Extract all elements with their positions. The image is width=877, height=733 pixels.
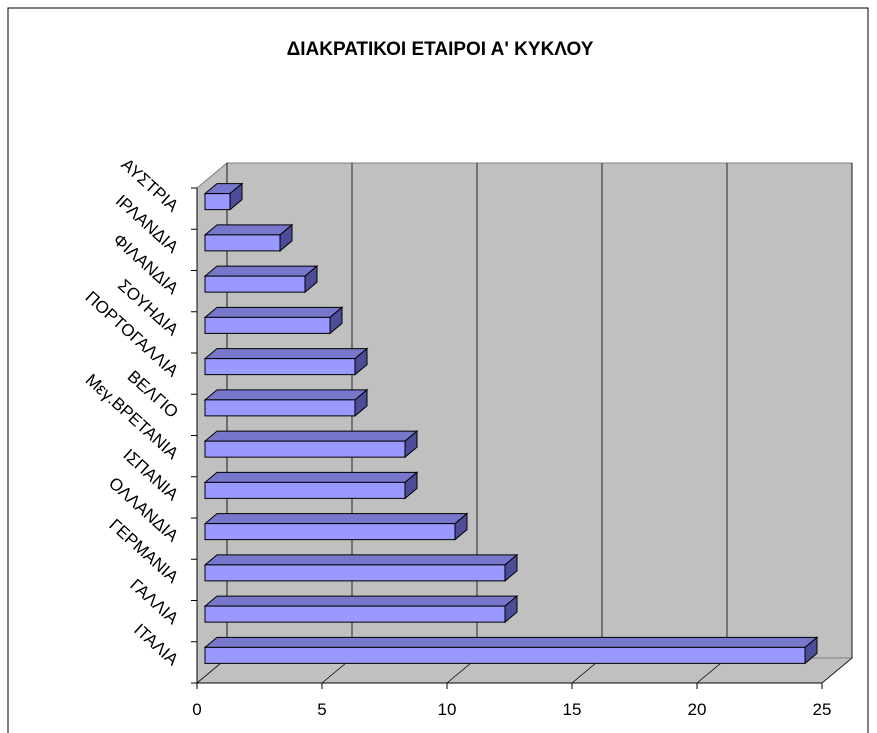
chart-title: ΔΙΑΚΡΑΤΙΚΟΙ ΕΤΑΙΡΟΙ Α' ΚΥΚΛΟΥ (287, 39, 594, 60)
bar-top (203, 430, 419, 442)
bar-front (204, 275, 306, 293)
bar-top (203, 595, 519, 607)
bar (203, 223, 294, 252)
bar-front (204, 481, 406, 499)
bar (203, 430, 419, 459)
x-tick-label: 20 (688, 700, 707, 719)
bar-top (203, 265, 319, 277)
x-tick-label: 10 (438, 700, 457, 719)
bar-top (203, 636, 819, 648)
bar (203, 388, 369, 417)
bar (203, 265, 319, 294)
bar-top (203, 348, 369, 360)
bar-top (203, 389, 369, 401)
bar (203, 636, 819, 665)
bar (203, 182, 244, 211)
bar-front (204, 605, 506, 623)
x-tick-label: 25 (813, 700, 832, 719)
bar-top (203, 513, 469, 525)
bar-front (204, 234, 281, 252)
bar-front (204, 399, 356, 417)
bar (203, 595, 519, 624)
x-tick-label: 0 (192, 700, 201, 719)
x-tick-label: 15 (563, 700, 582, 719)
bar-top (203, 471, 419, 483)
x-tick-label: 5 (317, 700, 326, 719)
bar-top (203, 306, 344, 318)
bar-top (203, 554, 519, 566)
bar-front (204, 564, 506, 582)
bar-top (203, 224, 294, 236)
bar (203, 553, 519, 582)
bar-front (204, 440, 406, 458)
bar-front (204, 523, 456, 541)
bar-front (204, 193, 231, 211)
bar-front (204, 646, 806, 664)
grid-line (821, 163, 853, 684)
bar-front (204, 316, 331, 334)
bar (203, 347, 369, 376)
bar (203, 306, 344, 335)
bar (203, 471, 419, 500)
bar (203, 512, 469, 541)
bar-front (204, 358, 356, 376)
